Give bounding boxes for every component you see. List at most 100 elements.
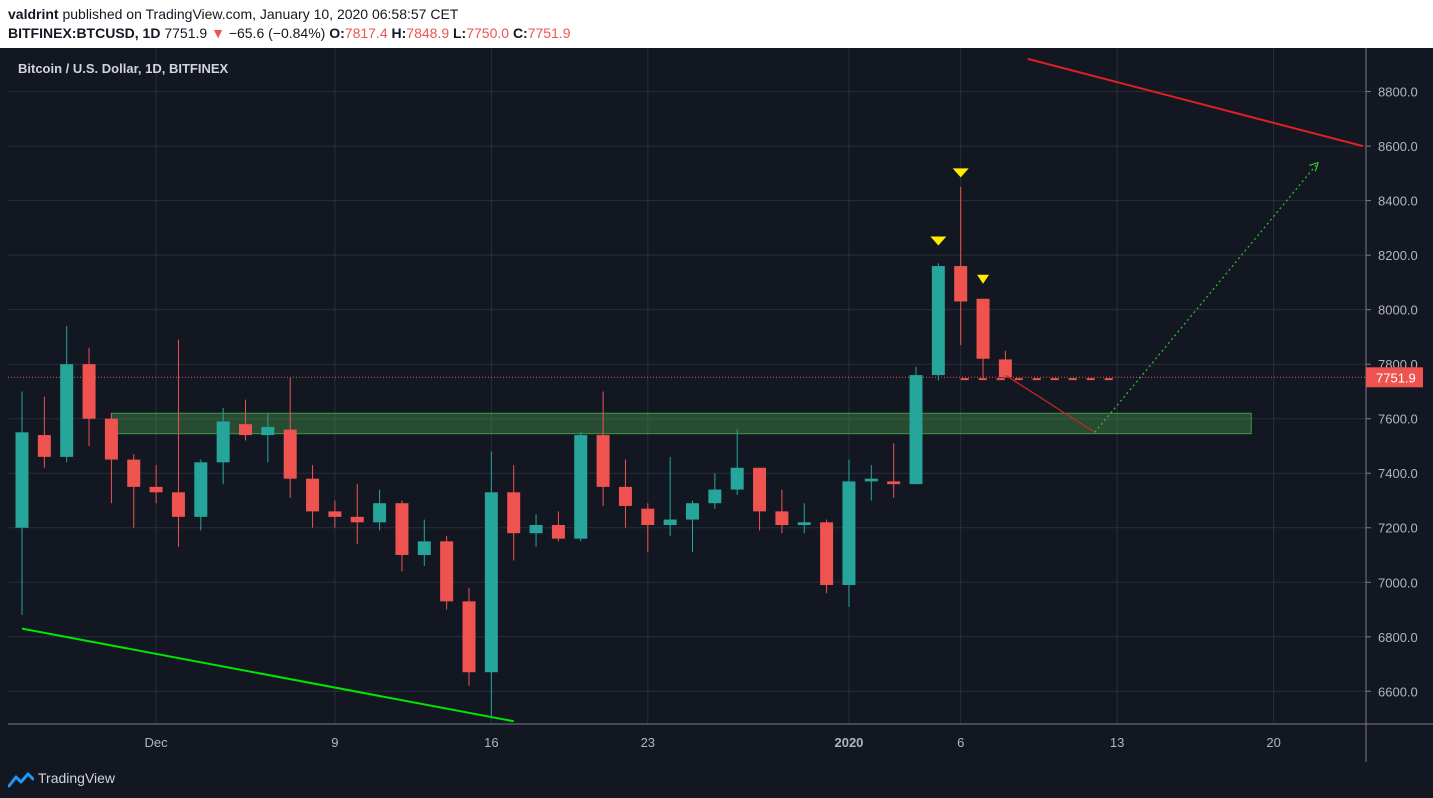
x-tick-label: Dec	[145, 735, 169, 750]
change-down-icon: ▼	[211, 25, 225, 41]
tradingview-logo-icon[interactable]	[8, 771, 34, 789]
candle-body	[641, 508, 655, 526]
candle-body	[954, 266, 968, 302]
candle-body	[507, 492, 521, 534]
candle-body	[663, 519, 677, 526]
candle-body	[440, 541, 454, 602]
candle-body	[708, 489, 722, 504]
author-name[interactable]: valdrint	[8, 6, 59, 22]
x-tick-label: 9	[331, 735, 338, 750]
axes-layer: 6600.06800.07000.07200.07400.07600.07800…	[8, 48, 1433, 762]
candle-body	[373, 503, 387, 523]
x-tick-label: 2020	[834, 735, 863, 750]
candle-body	[171, 492, 185, 517]
candle-body	[596, 435, 610, 487]
publish-line: valdrint published on TradingView.com, J…	[8, 6, 458, 22]
y-tick-label: 8400.0	[1378, 194, 1418, 209]
candle-body	[909, 375, 923, 485]
candle-body	[306, 478, 320, 512]
y-tick-label: 7600.0	[1378, 412, 1418, 427]
y-tick-label: 8000.0	[1378, 303, 1418, 318]
trendline-green	[21, 627, 514, 723]
y-tick-label: 8800.0	[1378, 85, 1418, 100]
candle-body	[82, 364, 96, 419]
y-tick-label: 8600.0	[1378, 139, 1418, 154]
projection-down-line	[1005, 374, 1096, 433]
candle-body	[328, 511, 342, 517]
y-tick-label: 6600.0	[1378, 684, 1418, 699]
candle-body	[753, 467, 767, 512]
candle-body	[417, 541, 431, 555]
candle-body	[216, 421, 230, 463]
trendline-layer	[8, 57, 1366, 723]
y-tick-label: 7000.0	[1378, 575, 1418, 590]
candle-body	[864, 478, 878, 482]
candle-body	[529, 525, 543, 534]
candle-body	[15, 432, 29, 528]
candle-body	[574, 435, 588, 539]
candle-body	[618, 486, 632, 506]
low-label: L:	[453, 25, 467, 41]
candle-body	[686, 503, 699, 520]
x-tick-label: 13	[1110, 735, 1124, 750]
x-tick-label: 16	[484, 735, 498, 750]
candle-body	[283, 429, 297, 479]
current-price-box	[1366, 367, 1423, 388]
candle-body	[194, 462, 208, 517]
candle-body	[931, 266, 945, 376]
candlestick-chart[interactable]: 6600.06800.07000.07200.07400.07600.07800…	[0, 48, 1433, 762]
close-value: 7751.9	[527, 25, 571, 41]
grid-lines	[8, 48, 1366, 724]
open-value: 7817.4	[344, 25, 388, 41]
y-tick-label: 6800.0	[1378, 630, 1418, 645]
candle-body	[820, 522, 834, 585]
signal-marker	[952, 168, 969, 178]
signal-marker	[930, 236, 947, 246]
candle-body	[730, 467, 744, 490]
y-tick-label: 7400.0	[1378, 466, 1418, 481]
price-change: −65.6 (−0.84%)	[228, 25, 326, 41]
candle-body	[37, 435, 51, 457]
ohlc-line: BITFINEX:BTCUSD, 1D 7751.9 ▼ −65.6 (−0.8…	[8, 25, 571, 41]
current-price-label: 7751.9	[1376, 370, 1416, 385]
candle-body	[462, 601, 476, 673]
footer-bar: TradingView	[0, 762, 1433, 798]
y-tick-label: 7200.0	[1378, 521, 1418, 536]
candle-body	[775, 511, 789, 526]
chart-title: Bitcoin / U.S. Dollar, 1D, BITFINEX	[18, 61, 229, 76]
projection-arrowhead	[1309, 161, 1319, 172]
x-tick-label: 20	[1266, 735, 1280, 750]
candle-body	[887, 481, 901, 485]
signal-marker	[977, 274, 990, 284]
publish-header: valdrint published on TradingView.com, J…	[0, 0, 1433, 48]
chart-area[interactable]: 6600.0 6800.0 7000.0 7200.0 7400.0 7600.0 7800…	[0, 48, 1433, 762]
x-tick-label: 6	[957, 735, 964, 750]
open-label: O:	[329, 25, 345, 41]
candle-body	[350, 516, 364, 523]
symbol-label: BITFINEX:BTCUSD, 1D	[8, 25, 161, 41]
overlay-layer	[930, 161, 1319, 433]
high-value: 7848.9	[406, 25, 450, 41]
candle-body	[998, 359, 1012, 378]
candle-body	[104, 418, 118, 460]
brand-name[interactable]: TradingView	[38, 770, 116, 786]
y-tick-label: 8200.0	[1378, 248, 1418, 263]
candle-body	[797, 522, 811, 526]
candle-body	[60, 364, 74, 457]
candle-body	[127, 459, 141, 487]
candle-body	[261, 426, 275, 436]
low-value: 7750.0	[466, 25, 510, 41]
close-label: C:	[512, 25, 528, 41]
high-label: H:	[391, 25, 407, 41]
projection-up-line	[1094, 162, 1319, 433]
candle-body	[239, 424, 252, 436]
candle-body	[149, 486, 163, 493]
candle-body	[395, 503, 409, 555]
candle-body	[551, 525, 565, 539]
trendline-red	[1027, 57, 1364, 148]
candles-layer	[15, 187, 1012, 719]
candle-body	[976, 298, 990, 359]
published-text: published on TradingView.com, January 10…	[58, 6, 459, 22]
candle-body	[484, 492, 498, 673]
candle-body	[842, 481, 856, 585]
